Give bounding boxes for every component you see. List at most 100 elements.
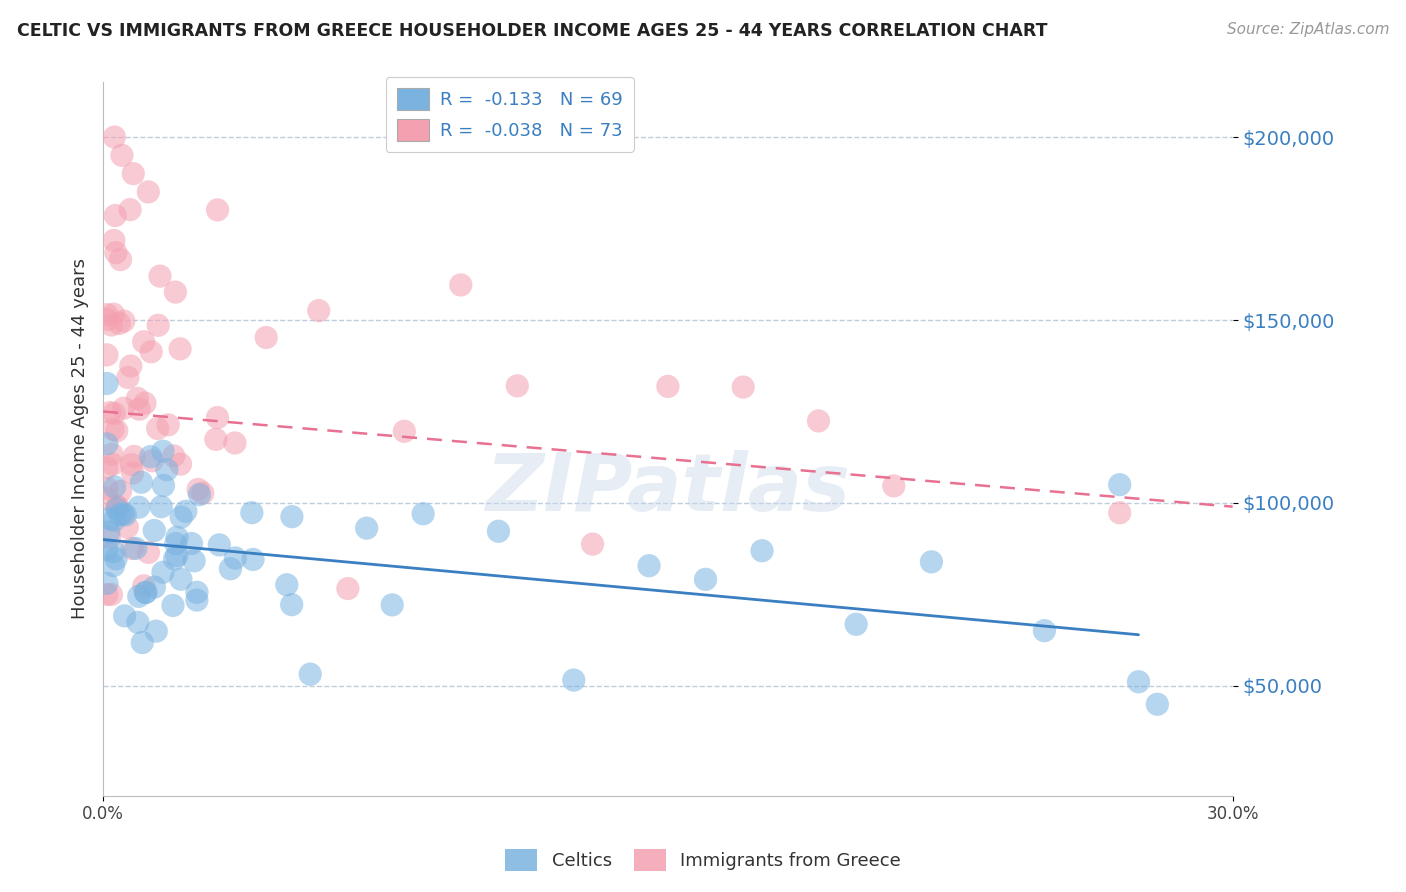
Point (186, 585, 208, 599)
Point (120, 202, 142, 217)
Point (101, 457, 124, 471)
Point (169, 342, 191, 356)
Point (104, 480, 127, 494)
Point (183, 554, 205, 568)
Point (134, 585, 156, 599)
Point (96, 491, 118, 506)
Text: Source: ZipAtlas.com: Source: ZipAtlas.com (1226, 22, 1389, 37)
Point (103, 558, 125, 573)
Point (381, 598, 404, 612)
Point (96, 348, 118, 362)
Point (186, 593, 208, 607)
Point (1108, 477, 1130, 491)
Point (208, 538, 231, 552)
Point (224, 551, 246, 566)
Point (170, 510, 193, 524)
Point (149, 269, 172, 284)
Point (105, 424, 128, 438)
Point (98, 405, 121, 419)
Point (883, 479, 905, 493)
Legend: R =  -0.133   N = 69, R =  -0.038   N = 73: R = -0.133 N = 69, R = -0.038 N = 73 (385, 77, 634, 152)
Point (136, 185, 159, 199)
Point (150, 500, 173, 514)
Point (187, 483, 209, 497)
Point (108, 508, 131, 522)
Point (152, 478, 174, 492)
Point (143, 580, 166, 594)
Point (96, 312, 118, 326)
Point (132, 334, 155, 349)
Point (117, 520, 139, 534)
Point (132, 579, 155, 593)
Point (1033, 624, 1056, 638)
Point (101, 447, 124, 461)
Point (138, 545, 160, 559)
Point (581, 537, 603, 551)
Point (1128, 674, 1150, 689)
Point (219, 562, 242, 576)
Point (166, 549, 188, 563)
Point (121, 466, 143, 480)
Point (96, 542, 118, 557)
Point (96, 308, 118, 322)
Point (1108, 506, 1130, 520)
Point (112, 507, 135, 521)
Point (125, 541, 148, 556)
Point (96, 437, 118, 451)
Point (165, 536, 187, 550)
Point (101, 422, 124, 436)
Point (117, 370, 139, 384)
Point (107, 500, 129, 514)
Point (695, 573, 717, 587)
Point (169, 457, 191, 471)
Point (807, 414, 830, 428)
Point (254, 330, 277, 344)
Point (450, 277, 472, 292)
Point (143, 524, 166, 538)
Point (103, 513, 125, 527)
Point (174, 504, 197, 518)
Point (146, 318, 169, 333)
Point (104, 209, 127, 223)
Point (103, 407, 125, 421)
Point (166, 530, 188, 544)
Point (128, 500, 150, 515)
Point (280, 598, 302, 612)
Point (281, 509, 304, 524)
Point (657, 379, 679, 393)
Point (205, 432, 228, 446)
Point (131, 475, 153, 490)
Point (108, 317, 131, 331)
Point (135, 585, 157, 599)
Point (110, 484, 132, 499)
Legend: Celtics, Immigrants from Greece: Celtics, Immigrants from Greece (498, 842, 908, 879)
Point (336, 582, 359, 596)
Point (845, 617, 868, 632)
Point (162, 599, 184, 613)
Point (152, 444, 174, 458)
Point (170, 572, 193, 586)
Point (145, 624, 167, 639)
Point (104, 245, 127, 260)
Point (96, 576, 118, 591)
Point (97, 524, 120, 539)
Point (110, 252, 132, 267)
Point (308, 303, 330, 318)
Point (103, 234, 125, 248)
Point (242, 552, 264, 566)
Point (100, 318, 122, 332)
Point (412, 507, 434, 521)
Point (152, 566, 174, 580)
Point (105, 500, 128, 514)
Point (141, 454, 163, 468)
Point (112, 314, 135, 328)
Point (207, 202, 229, 217)
Point (488, 524, 510, 539)
Point (207, 410, 229, 425)
Point (733, 380, 755, 394)
Point (103, 307, 125, 321)
Point (122, 450, 145, 464)
Point (100, 587, 122, 601)
Point (240, 506, 263, 520)
Y-axis label: Householder Income Ages 25 - 44 years: Householder Income Ages 25 - 44 years (72, 259, 89, 619)
